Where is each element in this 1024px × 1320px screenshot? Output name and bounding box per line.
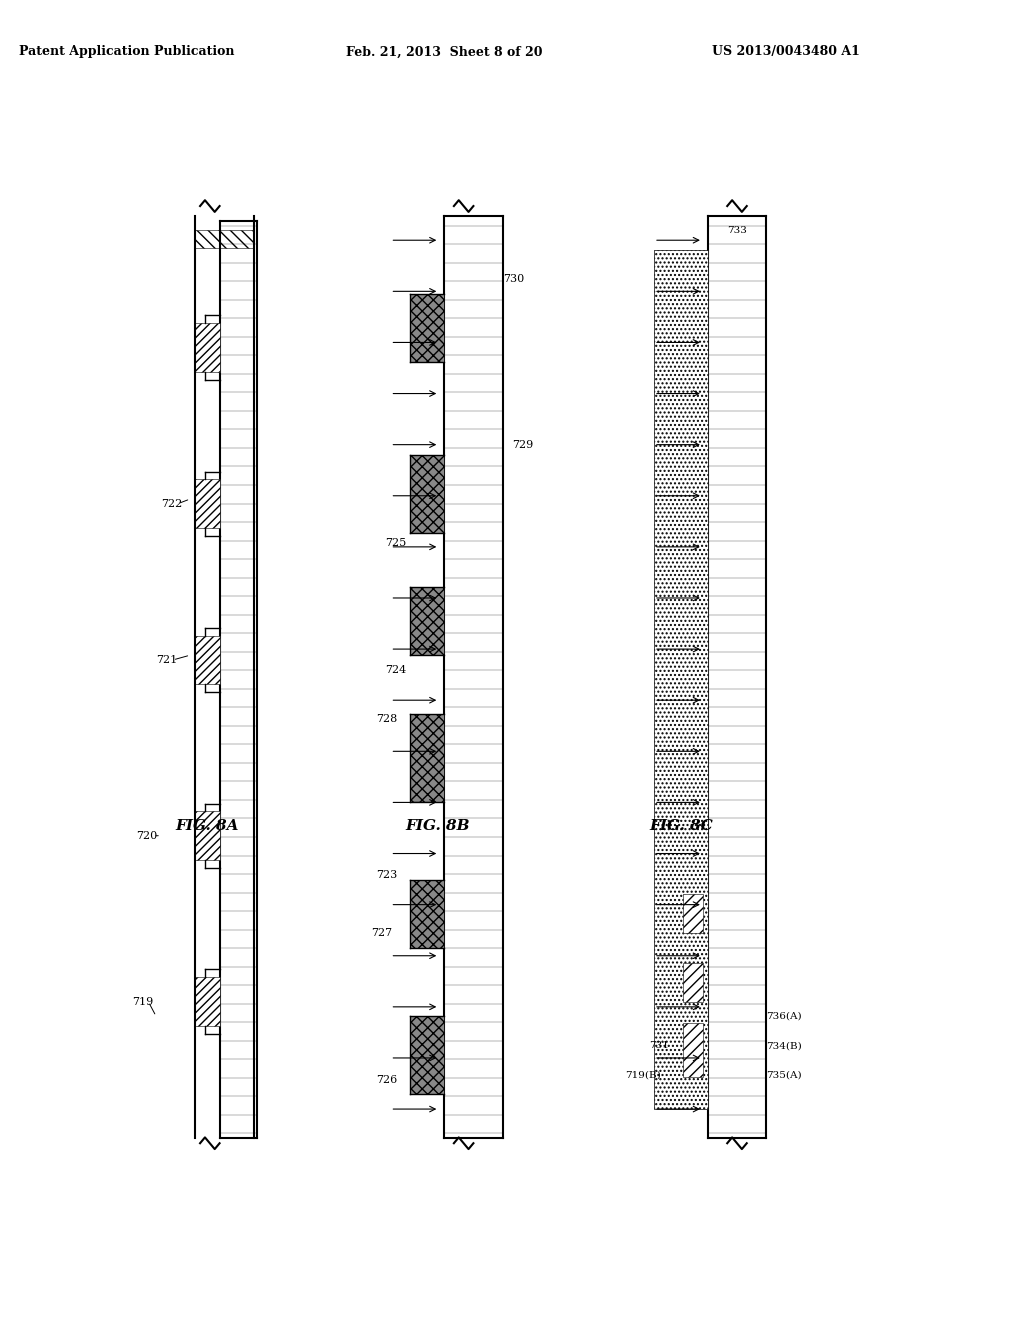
Bar	[654, 249, 708, 1109]
Bar	[196, 479, 219, 528]
Text: Patent Application Publication: Patent Application Publication	[19, 45, 234, 58]
Text: 735(A): 735(A)	[766, 1071, 802, 1080]
Text: 728: 728	[376, 714, 397, 723]
Bar	[410, 587, 444, 655]
Bar	[410, 455, 444, 533]
Bar	[196, 323, 219, 372]
Bar	[410, 294, 444, 362]
Bar	[410, 879, 444, 948]
Bar	[683, 1023, 702, 1077]
Bar	[196, 812, 219, 861]
Text: FIG. 8B: FIG. 8B	[406, 818, 470, 833]
Text: 722: 722	[161, 499, 182, 508]
Bar	[683, 962, 702, 1002]
Bar	[683, 894, 702, 933]
Text: FIG. 8A: FIG. 8A	[176, 818, 240, 833]
Text: 730: 730	[503, 275, 524, 284]
Text: 724: 724	[386, 665, 407, 675]
Text: 727: 727	[371, 928, 392, 939]
Text: 725: 725	[386, 537, 407, 548]
Text: 736(A): 736(A)	[766, 1012, 802, 1020]
Text: 731: 731	[649, 1041, 669, 1051]
Text: FIG. 8C: FIG. 8C	[649, 818, 713, 833]
Text: 720: 720	[136, 830, 158, 841]
Bar	[196, 636, 219, 684]
Bar	[410, 714, 444, 801]
Text: 734(B): 734(B)	[766, 1041, 802, 1051]
Bar	[196, 977, 219, 1026]
Text: US 2013/0043480 A1: US 2013/0043480 A1	[712, 45, 860, 58]
Text: 733: 733	[727, 226, 748, 235]
Text: 729: 729	[512, 441, 534, 450]
Bar	[196, 231, 254, 248]
Text: 721: 721	[156, 655, 177, 665]
Text: 719(B): 719(B)	[625, 1071, 660, 1080]
Text: Feb. 21, 2013  Sheet 8 of 20: Feb. 21, 2013 Sheet 8 of 20	[346, 45, 543, 58]
Text: 719: 719	[132, 997, 153, 1007]
Bar	[410, 1016, 444, 1094]
Text: 726: 726	[376, 1074, 397, 1085]
Text: 723: 723	[376, 870, 397, 879]
